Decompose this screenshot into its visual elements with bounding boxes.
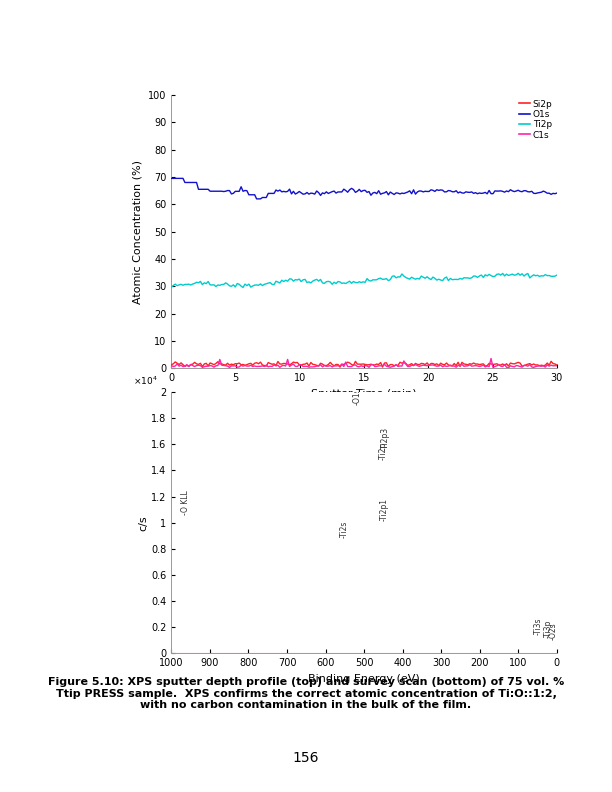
- Y-axis label: Atomic Concentration (%): Atomic Concentration (%): [133, 160, 143, 303]
- Text: -Ti2s: -Ti2s: [340, 521, 349, 539]
- Y-axis label: c/s: c/s: [138, 515, 148, 531]
- Text: -Ti2p: -Ti2p: [378, 442, 387, 460]
- Text: -Ti2p3: -Ti2p3: [381, 426, 390, 450]
- Text: -O1s: -O1s: [353, 387, 362, 405]
- Text: $\times10^4$: $\times10^4$: [133, 375, 157, 386]
- Text: -Ti3s: -Ti3s: [534, 618, 543, 635]
- Text: -Ti2p1: -Ti2p1: [379, 498, 389, 521]
- Text: -O KLL: -O KLL: [181, 490, 190, 515]
- X-axis label: Binding Energy (eV): Binding Energy (eV): [308, 674, 420, 683]
- Text: -O2s: -O2s: [549, 623, 558, 640]
- Text: 156: 156: [293, 751, 319, 765]
- Text: Figure 5.10: XPS sputter depth profile (top) and survey scan (bottom) of 75 vol.: Figure 5.10: XPS sputter depth profile (…: [48, 677, 564, 710]
- Text: -Ti3p: -Ti3p: [544, 619, 553, 638]
- X-axis label: Sputter Time (min): Sputter Time (min): [312, 389, 417, 398]
- Legend: Si2p, O1s, Ti2p, C1s: Si2p, O1s, Ti2p, C1s: [519, 100, 553, 139]
